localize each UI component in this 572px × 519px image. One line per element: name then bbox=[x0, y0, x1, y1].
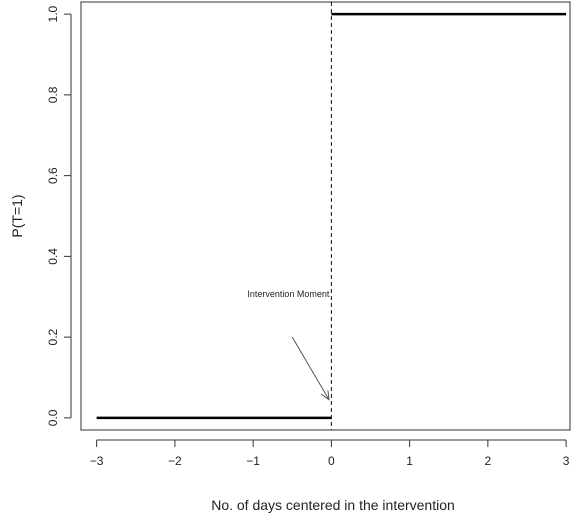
x-tick-label: −2 bbox=[168, 454, 182, 468]
x-axis: −3 −2 −1 0 1 2 3 bbox=[90, 439, 570, 468]
x-tick-label: −3 bbox=[90, 454, 104, 468]
plot-frame bbox=[80, 1, 571, 431]
x-tick-label: 1 bbox=[406, 454, 413, 468]
annotation-label: Intervention Moment bbox=[247, 289, 330, 299]
x-tick-label: 2 bbox=[485, 454, 492, 468]
y-tick-label: 0.0 bbox=[46, 409, 60, 426]
y-tick-label: 0.2 bbox=[46, 328, 60, 345]
x-tick-label: −1 bbox=[246, 454, 260, 468]
x-tick-label: 0 bbox=[328, 454, 335, 468]
y-tick-label: 1.0 bbox=[46, 5, 60, 22]
y-axis-title: P(T=1) bbox=[9, 194, 25, 237]
annotation-arrow bbox=[291, 336, 329, 400]
y-axis: 0.0 0.2 0.4 0.6 0.8 1.0 bbox=[46, 5, 72, 426]
y-tick-label: 0.6 bbox=[46, 167, 60, 184]
x-axis-title: No. of days centered in the intervention bbox=[211, 497, 455, 513]
y-tick-label: 0.4 bbox=[46, 248, 60, 265]
y-tick-label: 0.8 bbox=[46, 86, 60, 103]
series-group bbox=[96, 12, 567, 420]
x-tick-label: 3 bbox=[563, 454, 570, 468]
annotation-group: Intervention Moment bbox=[247, 289, 330, 400]
